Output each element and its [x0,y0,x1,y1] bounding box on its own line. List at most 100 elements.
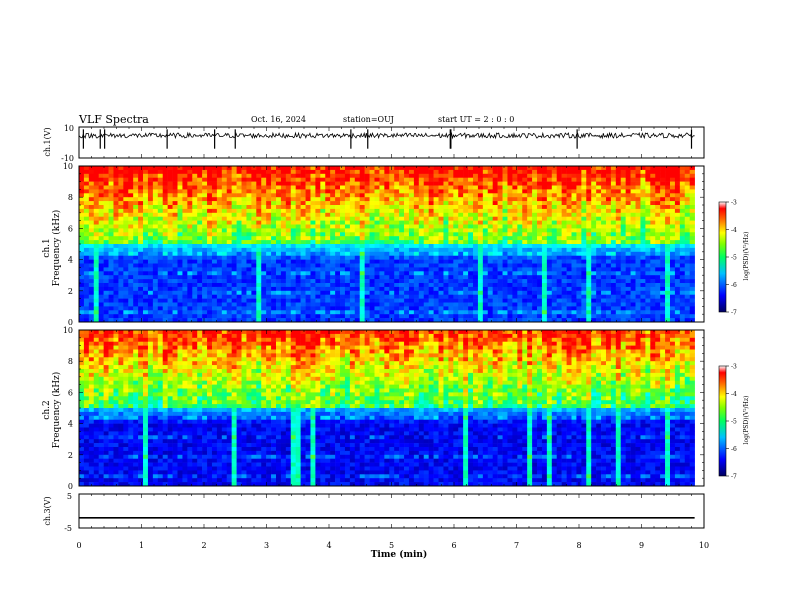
spectrogram-cell [458,247,464,253]
spectrogram-cell [79,177,85,182]
spectrogram-cell [620,173,626,178]
spectrogram-cell [576,185,582,190]
spectrogram-cell [650,173,656,178]
spectrogram-cell [128,290,134,295]
spectrogram-cell [610,166,617,171]
spectrogram-cell [182,181,188,186]
spectrogram-cell [354,259,361,264]
spectrogram-cell [177,236,183,241]
spectrogram-cell [79,201,85,206]
spectrogram-cell [216,294,223,299]
spectrogram-cell [532,166,538,171]
spectrogram-cell [630,259,636,264]
spectrogram-cell [482,177,489,182]
spectrogram-cell [226,185,232,190]
spectrogram-cell [477,275,484,280]
spectrogram-cell [571,185,577,190]
spectrogram-cell [88,314,95,319]
spectrogram-cell [310,302,316,307]
spectrogram-cell [517,294,523,299]
spectrogram-cell [625,267,631,272]
spectrogram-cell [231,279,237,284]
spectrogram-cell [93,224,99,229]
spectrogram-cell [679,236,686,241]
spectrogram-cell [404,240,410,245]
spectrogram-cell [487,302,493,307]
spectrogram-cell [315,263,321,268]
spectrogram-cell [226,294,232,299]
spectrogram-cell [630,208,636,214]
spectrogram-cell [256,286,262,292]
spectrogram-cell [438,236,444,241]
spectrogram-cell [640,267,646,272]
spectrogram-cell [349,251,356,256]
spectrogram-cell [123,263,129,268]
spectrogram-cell [128,318,134,323]
spectrogram-cell [113,205,119,210]
spectrogram-cell [138,220,144,225]
spectrogram-cell [650,189,656,194]
spectrogram-cell [251,220,257,225]
spectrogram-cell [266,193,272,198]
spectrogram-cell [310,216,316,221]
spectrogram-cell [605,294,612,299]
spectrogram-cell [98,259,104,264]
spectrogram-cell [118,224,124,229]
spectrogram-cell [532,224,538,229]
spectrogram-cell [492,263,498,268]
spectrogram-cell [610,263,617,268]
spectrogram-cell [226,232,232,237]
spectrogram-cell [172,251,178,256]
spectrogram-cell [541,275,548,280]
spectrogram-cell [630,212,636,217]
spectrogram-cell [221,306,228,311]
spectrogram-cell [473,236,479,241]
spectrogram-cell [344,298,351,303]
spectrogram-cell [556,173,562,178]
spectrogram-cell [561,189,567,194]
spectrogram-cell [271,236,277,241]
spectrogram-cell [473,255,479,260]
spectrogram-cell [389,166,395,171]
spectrogram-cell [394,255,400,260]
spectrogram-cell [468,259,474,264]
spectrogram-cell [404,181,410,186]
spectrogram-cell [660,232,666,237]
spectrogram-cell [88,177,95,182]
spectrogram-cell [261,298,267,303]
spectrogram-cell [300,224,306,229]
spectrogram-cell [689,193,695,198]
spectrogram-cell [231,302,237,307]
spectrogram-cell [591,310,597,315]
spectrogram-cell [261,306,267,311]
spectrogram-cell [477,286,484,292]
spectrogram-cell [236,244,242,249]
spectrogram-cell [128,294,134,299]
spectrogram-cell [271,298,277,303]
spectrogram-cell [211,177,218,182]
spectrogram-cell [423,181,429,186]
spectrogram-cell [394,314,400,319]
spectrogram-cell [118,263,124,268]
spectrogram-cell [413,244,420,249]
spectrogram-cell [576,208,582,214]
spectrogram-cell [113,181,119,186]
spectrogram-cell [468,290,474,295]
spectrogram-cell [605,224,612,229]
spectrogram-cell [404,193,410,198]
spectrogram-cell [349,173,356,178]
spectrogram-cell [591,244,597,249]
spectrogram-cell [379,286,385,292]
spectrogram-cell [399,189,405,194]
spectrogram-cell [266,314,272,319]
spectrogram-cell [98,216,104,221]
spectrogram-cell [418,205,425,210]
spectrogram-cell [88,306,95,311]
spectrogram-cell [202,259,208,264]
spectrogram-cell [182,220,188,225]
spectrogram-cell [463,236,469,241]
spectrogram-cell [108,247,114,253]
spectrogram-cell [216,247,223,253]
spectrogram-cell [502,236,508,241]
spectrogram-cell [684,290,690,295]
